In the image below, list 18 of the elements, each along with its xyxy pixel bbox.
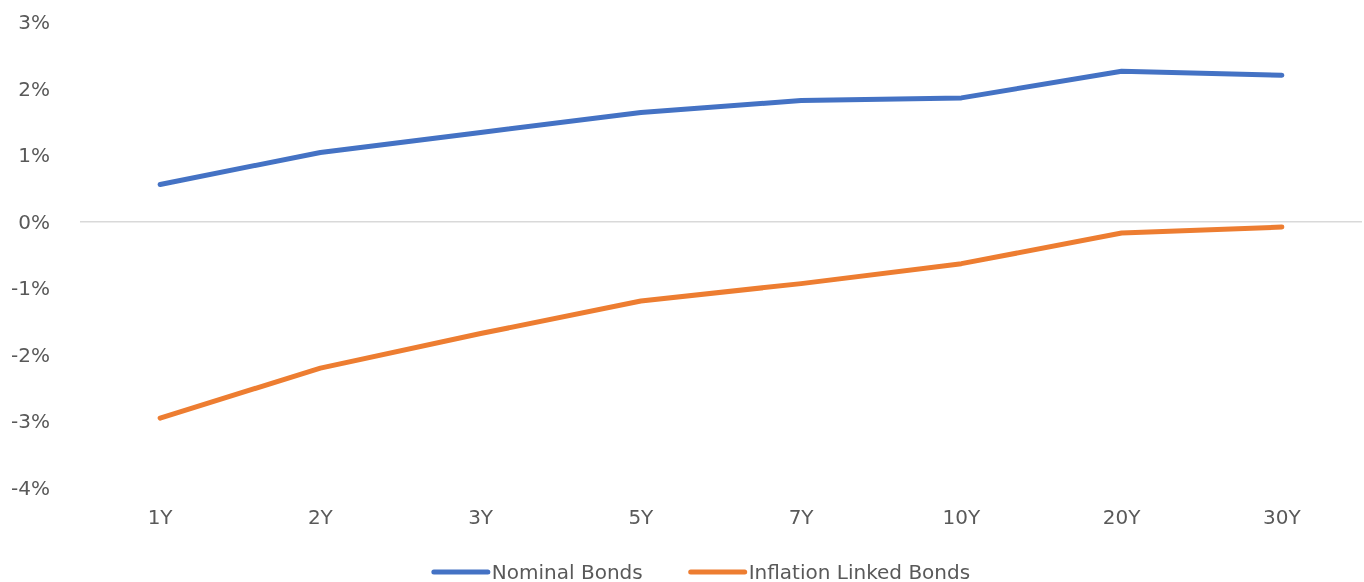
x-tick-label: 1Y bbox=[147, 505, 174, 529]
y-tick-label: -3% bbox=[11, 409, 50, 434]
y-tick-label: -4% bbox=[11, 476, 50, 500]
x-tick-label: 3Y bbox=[468, 505, 494, 529]
x-tick-label: 7Y bbox=[788, 505, 815, 529]
x-tick-label: 10Y bbox=[942, 505, 981, 529]
y-tick-label: -2% bbox=[11, 342, 50, 367]
x-tick-label: 5Y bbox=[628, 505, 655, 529]
y-tick-label: 3% bbox=[18, 10, 50, 34]
x-tick-label: 2Y bbox=[307, 505, 334, 529]
y-tick-label: 2% bbox=[18, 76, 50, 101]
y-tick-label: 1% bbox=[18, 143, 50, 168]
legend-label: Inflation Linked Bonds bbox=[748, 560, 971, 582]
x-tick-label: 20Y bbox=[1102, 505, 1142, 529]
y-tick-label: -1% bbox=[11, 276, 50, 301]
y-tick-label: 0% bbox=[18, 209, 50, 234]
legend-label: Nominal Bonds bbox=[491, 560, 643, 582]
x-tick-label: 30Y bbox=[1263, 505, 1302, 529]
